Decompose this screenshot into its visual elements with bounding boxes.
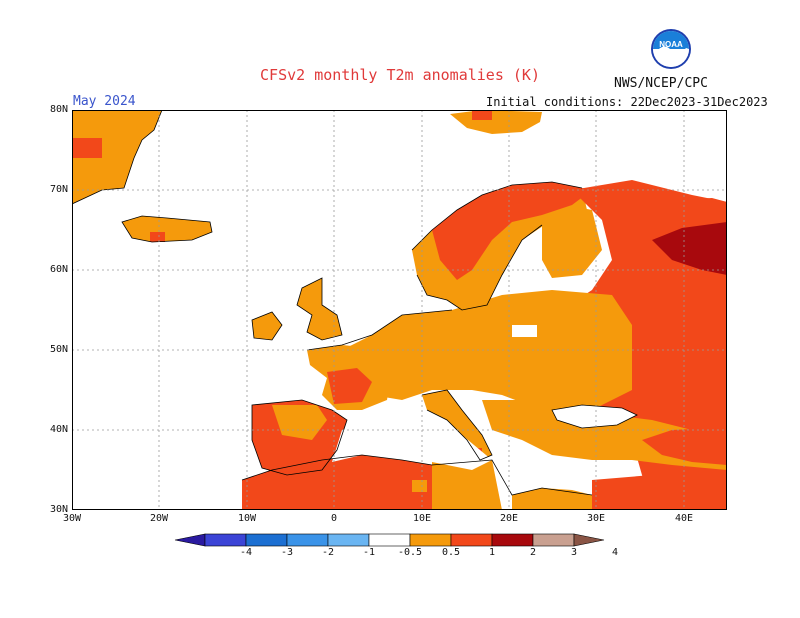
colorbar-tick-label: -3: [280, 547, 294, 558]
colorbar-tick-label: -2: [321, 547, 335, 558]
colorbar-tick-label: 3: [570, 547, 578, 558]
colorbar-cell: [245, 533, 288, 547]
initial-conditions: Initial conditions: 22Dec2023-31Dec2023: [486, 95, 768, 109]
colorbar-cell: [174, 533, 206, 547]
colorbar-cell: [573, 533, 605, 547]
lon-label: 0: [330, 513, 338, 524]
chart-title: CFSv2 monthly T2m anomalies (K): [260, 66, 540, 84]
lat-label: 80N: [49, 104, 68, 115]
colorbar-tick-label: -1: [362, 547, 376, 558]
lon-label: 20W: [149, 513, 169, 524]
lat-label: 50N: [49, 344, 68, 355]
greenland-region: [72, 110, 162, 204]
colorbar-cell: [327, 533, 370, 547]
anomaly-map: [72, 110, 727, 514]
colorbar-tick-label: 0.5: [441, 547, 461, 558]
british-isles-region: [297, 278, 342, 340]
agency-label: NWS/NCEP/CPC: [614, 76, 708, 91]
colorbar-cell: [450, 533, 493, 547]
north-africa-region: [242, 455, 434, 510]
lon-label: 20E: [499, 513, 519, 524]
lat-label: 60N: [49, 264, 68, 275]
forecast-month: May 2024: [73, 94, 136, 109]
lon-label: 10W: [237, 513, 257, 524]
coastlines: [72, 110, 638, 496]
noaa-logo-icon: NOAA: [650, 28, 692, 70]
lat-label: 30N: [49, 504, 68, 515]
lon-label: 30W: [62, 513, 82, 524]
svg-text:NOAA: NOAA: [659, 40, 683, 49]
colorbar-tick-label: 2: [529, 547, 537, 558]
colorbar-cell: [204, 533, 247, 547]
colorbar-cell: [286, 533, 329, 547]
lon-label: 10E: [412, 513, 432, 524]
colorbar-cell: [532, 533, 575, 547]
lat-label: 70N: [49, 184, 68, 195]
colorbar-tick-label: -0.5: [397, 547, 423, 558]
colorbar: [170, 532, 630, 552]
lat-label: 40N: [49, 424, 68, 435]
colorbar-cell: [368, 533, 411, 547]
lon-label: 30E: [586, 513, 606, 524]
colorbar-tick-label: 4: [611, 547, 619, 558]
colorbar-tick-label: -4: [239, 547, 253, 558]
colorbar-tick-label: 1: [488, 547, 496, 558]
colorbar-cell: [409, 533, 452, 547]
graticule: [72, 110, 727, 510]
colorbar-cell: [491, 533, 534, 547]
iceland-region: [122, 216, 212, 242]
italy-region: [422, 390, 492, 460]
lon-label: 40E: [674, 513, 694, 524]
